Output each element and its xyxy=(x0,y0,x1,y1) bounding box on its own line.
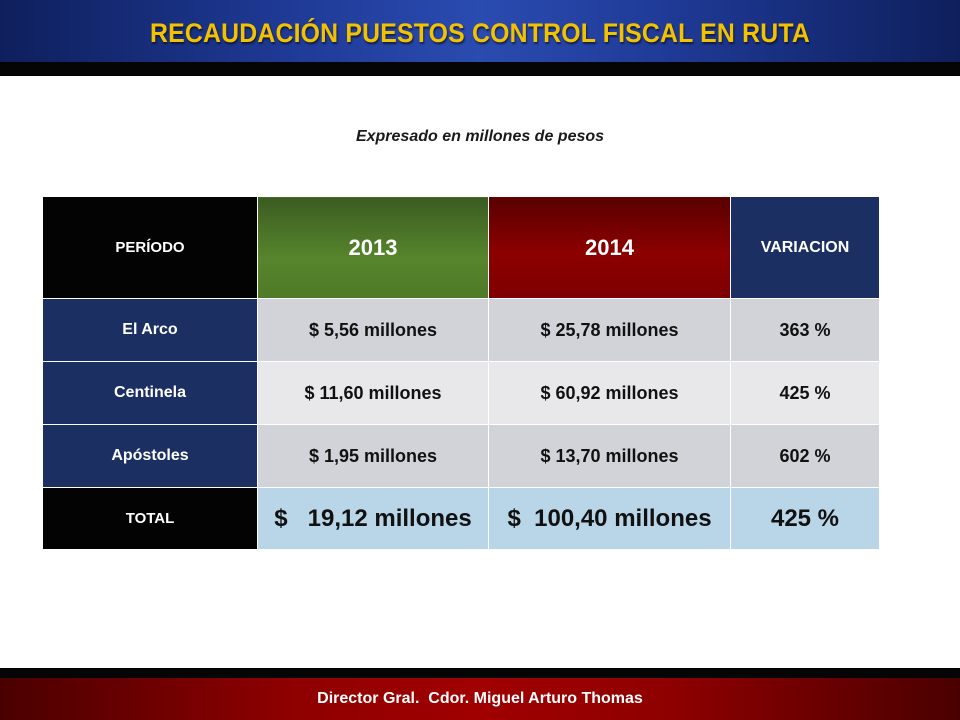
header-divider xyxy=(0,62,960,76)
value-2014: $ 60,92 millones xyxy=(488,361,731,425)
footer-divider xyxy=(0,668,960,678)
footer-bar xyxy=(0,678,960,720)
variation-value: 363 % xyxy=(730,298,880,362)
column-header-2014: 2014 xyxy=(488,196,731,299)
total-variation: 425 % xyxy=(730,487,880,550)
total-2013: $ 19,12 millones xyxy=(257,487,489,550)
header-bar xyxy=(0,0,960,62)
value-2013: $ 1,95 millones xyxy=(257,424,489,488)
table-row: El Arco $ 5,56 millones $ 25,78 millones… xyxy=(42,298,880,362)
table-row: Apóstoles $ 1,95 millones $ 13,70 millon… xyxy=(42,424,880,488)
value-2014: $ 13,70 millones xyxy=(488,424,731,488)
collection-table: PERÍODO 2013 2014 VARIACION El Arco $ 5,… xyxy=(42,196,880,550)
total-label: TOTAL xyxy=(42,487,258,550)
variation-value: 602 % xyxy=(730,424,880,488)
value-2013: $ 11,60 millones xyxy=(257,361,489,425)
column-header-2013: 2013 xyxy=(257,196,489,299)
value-2014: $ 25,78 millones xyxy=(488,298,731,362)
table-row: Centinela $ 11,60 millones $ 60,92 millo… xyxy=(42,361,880,425)
total-2014: $ 100,40 millones xyxy=(488,487,731,550)
footer-signature: Director Gral. Cdor. Miguel Arturo Thoma… xyxy=(317,690,643,707)
row-label: Apóstoles xyxy=(42,424,258,488)
subtitle: Expresado en millones de pesos xyxy=(355,128,605,145)
variation-value: 425 % xyxy=(730,361,880,425)
value-2013: $ 5,56 millones xyxy=(257,298,489,362)
table-total-row: TOTAL $ 19,12 millones $ 100,40 millones… xyxy=(42,487,880,550)
row-label: El Arco xyxy=(42,298,258,362)
column-header-variation: VARIACION xyxy=(730,196,880,299)
table-header-row: PERÍODO 2013 2014 VARIACION xyxy=(42,196,880,299)
page-title: RECAUDACIÓN PUESTOS CONTROL FISCAL EN RU… xyxy=(149,18,811,48)
row-label: Centinela xyxy=(42,361,258,425)
column-header-period: PERÍODO xyxy=(42,196,258,299)
